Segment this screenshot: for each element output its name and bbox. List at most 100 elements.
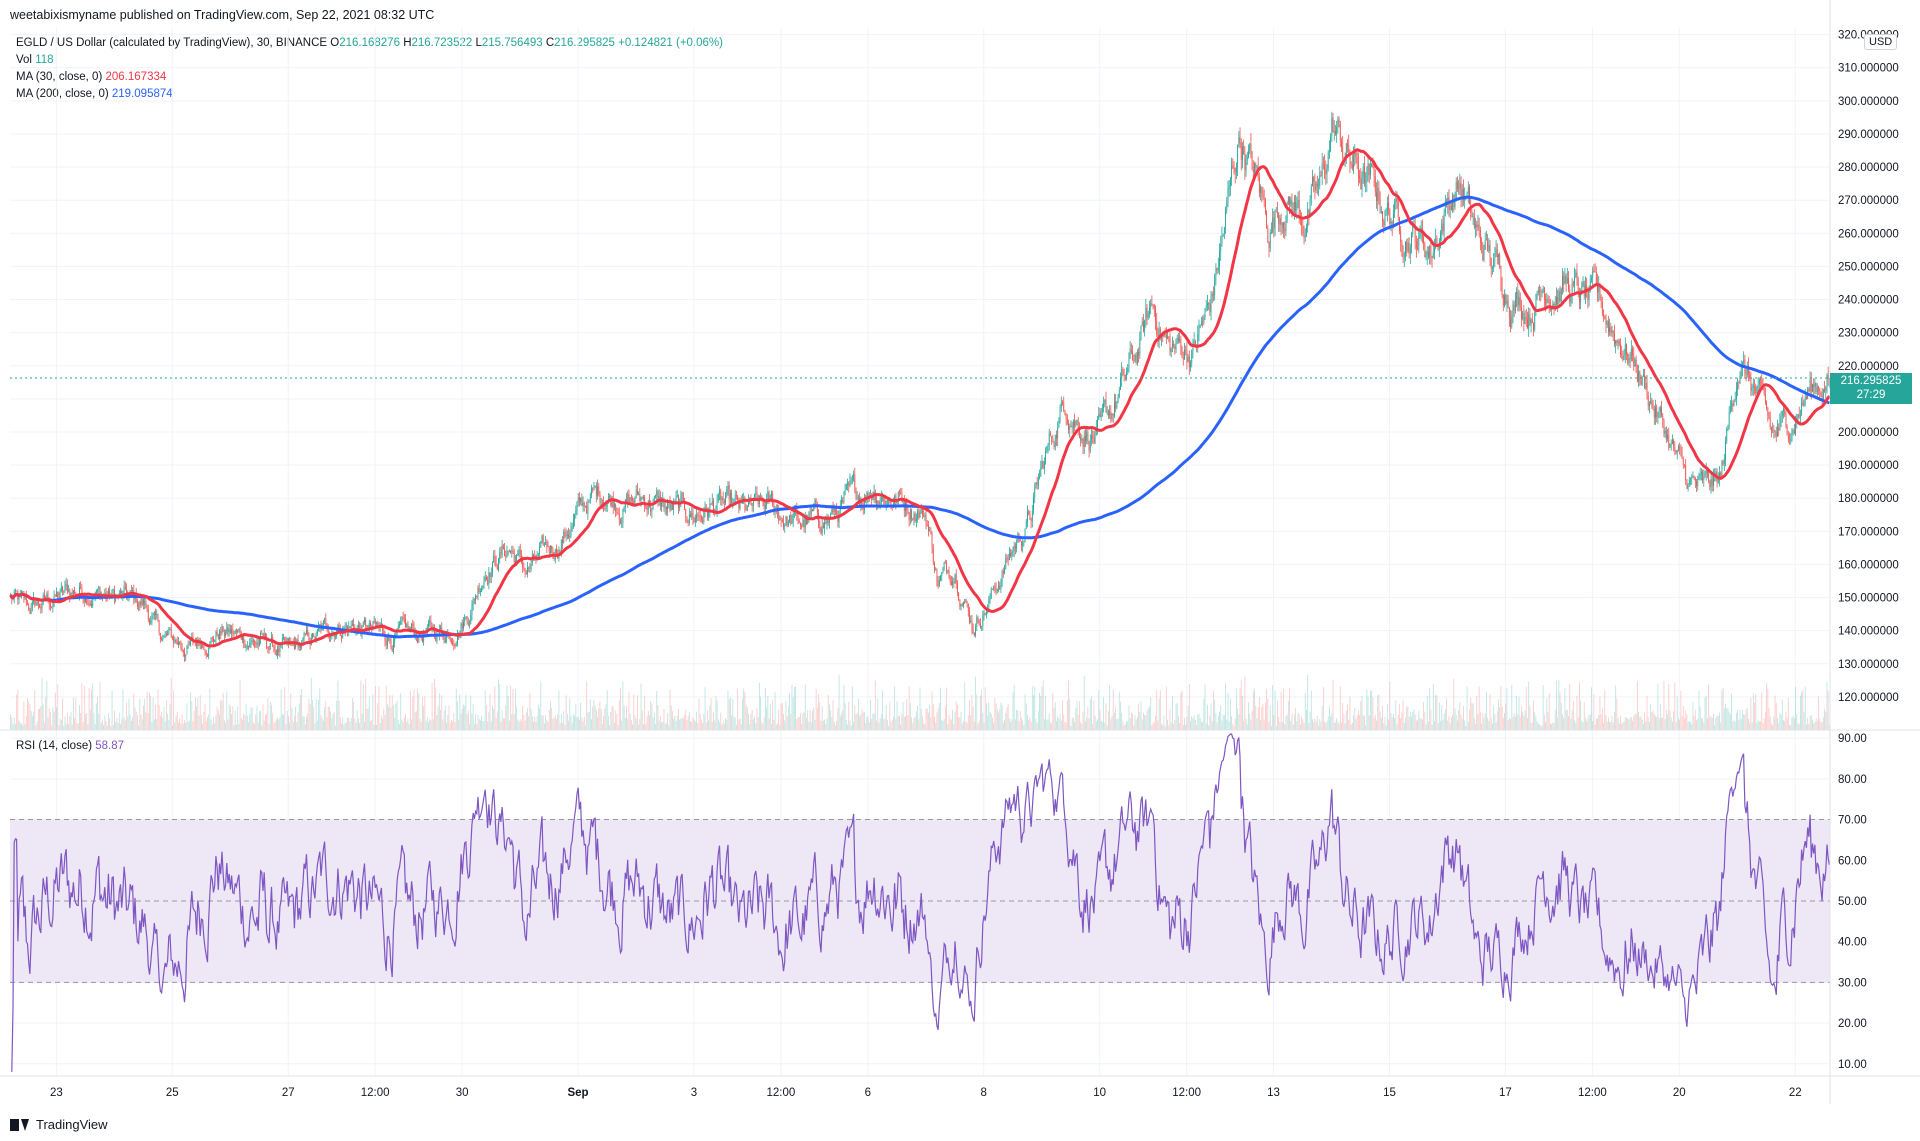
- candle-body: [472, 598, 474, 606]
- tradingview-footer[interactable]: TradingView: [10, 1117, 108, 1132]
- volume-bar: [1341, 722, 1342, 730]
- candle-body: [1110, 411, 1112, 419]
- volume-bar: [272, 712, 274, 730]
- volume-bar: [1514, 716, 1516, 730]
- volume-bar: [65, 723, 67, 730]
- volume-bar: [1104, 722, 1106, 730]
- volume-legend[interactable]: Vol 118: [16, 54, 54, 66]
- volume-bar: [628, 691, 630, 730]
- volume-bar: [1242, 696, 1243, 730]
- candle-body: [1011, 551, 1013, 557]
- volume-bar: [232, 706, 234, 730]
- volume-bar: [768, 718, 770, 730]
- volume-bar: [209, 688, 211, 730]
- volume-bar: [1533, 700, 1534, 730]
- volume-bar: [1463, 705, 1464, 730]
- candle-body: [54, 596, 56, 597]
- volume-bar: [565, 695, 567, 730]
- volume-bar: [742, 698, 743, 730]
- candle-body: [657, 491, 659, 501]
- candle-body: [934, 562, 935, 571]
- candle-body: [239, 628, 241, 634]
- candle-body: [1697, 479, 1699, 487]
- candle-body: [399, 624, 400, 626]
- candle-body: [736, 494, 737, 496]
- volume-bar: [798, 717, 800, 730]
- volume-bar: [1114, 712, 1115, 730]
- candle-body: [80, 586, 82, 589]
- candle-body: [1756, 388, 1758, 394]
- volume-bar: [762, 723, 764, 730]
- volume-bar: [595, 709, 597, 730]
- candle-body: [516, 555, 518, 562]
- volume-bar: [1330, 716, 1332, 730]
- volume-bar: [1076, 700, 1078, 730]
- candle-body: [1400, 230, 1402, 243]
- candle-body: [623, 507, 625, 511]
- candle-body: [223, 631, 225, 636]
- candle-body: [920, 506, 922, 514]
- candle-body: [807, 516, 809, 525]
- volume-bar: [1627, 718, 1629, 730]
- volume-bar: [1582, 722, 1584, 730]
- volume-bar: [1261, 707, 1263, 730]
- volume-bar: [1605, 715, 1607, 730]
- rsi-legend[interactable]: RSI (14, close) 58.87: [16, 740, 124, 752]
- volume-bar: [42, 704, 44, 730]
- rsi-tick-label: 10.00: [1838, 1059, 1867, 1071]
- volume-bar: [1132, 713, 1133, 730]
- volume-bar: [1787, 697, 1789, 730]
- time-tick-label: 25: [166, 1087, 179, 1099]
- volume-bar: [121, 718, 123, 730]
- symbol-legend[interactable]: EGLD / US Dollar (calculated by TradingV…: [16, 37, 723, 49]
- candle-body: [865, 499, 867, 503]
- candle-body: [1209, 303, 1211, 313]
- volume-bar: [1594, 724, 1596, 730]
- candle-body: [1313, 176, 1315, 183]
- ma30-legend[interactable]: MA (30, close, 0) 206.167334: [16, 71, 166, 83]
- currency-badge[interactable]: USD: [1864, 34, 1898, 50]
- volume-bar: [755, 723, 757, 730]
- volume-bar: [1355, 719, 1357, 730]
- candle-body: [1316, 183, 1318, 187]
- candle-body: [1006, 557, 1008, 559]
- candle-body: [174, 639, 176, 643]
- volume-bar: [231, 713, 233, 730]
- candle-body: [1356, 157, 1358, 164]
- volume-bar: [1234, 718, 1236, 730]
- volume-bar: [471, 713, 473, 730]
- volume-bar: [1258, 696, 1260, 730]
- candle-body: [1339, 123, 1341, 142]
- volume-bar: [315, 698, 317, 730]
- candle-body: [1351, 164, 1353, 169]
- candle-body: [1556, 296, 1557, 305]
- candle-body: [1706, 469, 1708, 474]
- candle-body: [540, 541, 542, 548]
- candle-body: [507, 551, 509, 553]
- candle-body: [831, 505, 833, 515]
- volume-bar: [1752, 693, 1754, 730]
- rsi-band: [10, 819, 1830, 983]
- volume-bar: [1376, 720, 1377, 730]
- volume-bar: [1295, 707, 1297, 730]
- candle-body: [1359, 175, 1361, 179]
- volume-bar: [1664, 719, 1666, 730]
- volume-bar: [918, 719, 920, 730]
- volume-bar: [808, 721, 810, 730]
- candle-body: [1767, 407, 1769, 415]
- candle-body: [205, 652, 207, 655]
- candle-body: [880, 496, 882, 502]
- volume-bar: [454, 722, 456, 730]
- candle-body: [1798, 414, 1800, 417]
- candle-body: [917, 511, 919, 518]
- volume-bar: [332, 714, 334, 730]
- ma200-legend[interactable]: MA (200, close, 0) 219.095874: [16, 88, 173, 100]
- candle-body: [37, 601, 39, 604]
- candle-body: [1778, 427, 1780, 431]
- candle-body: [639, 493, 641, 501]
- candle-body: [960, 604, 962, 607]
- candle-body: [680, 494, 682, 502]
- candle-body: [936, 569, 938, 582]
- volume-bar: [277, 717, 278, 730]
